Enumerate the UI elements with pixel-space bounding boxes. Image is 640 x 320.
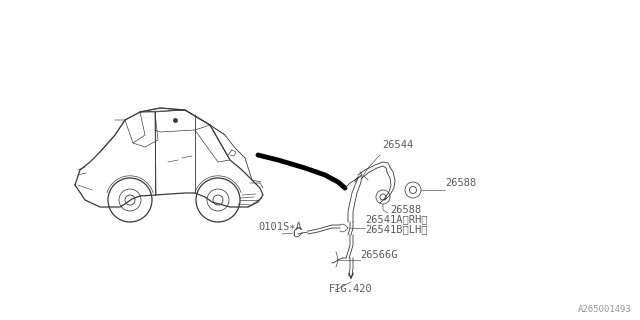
Text: 0101S∗A: 0101S∗A — [258, 222, 301, 232]
Text: FIG.420: FIG.420 — [329, 284, 372, 294]
Text: 26541B〈LH〉: 26541B〈LH〉 — [365, 224, 428, 234]
Text: 26541A〈RH〉: 26541A〈RH〉 — [365, 214, 428, 224]
Text: 26544: 26544 — [382, 140, 413, 150]
Text: A265001493: A265001493 — [579, 305, 632, 314]
Text: 26566G: 26566G — [360, 250, 397, 260]
Text: 26588: 26588 — [390, 205, 421, 215]
Text: 26588: 26588 — [445, 178, 476, 188]
